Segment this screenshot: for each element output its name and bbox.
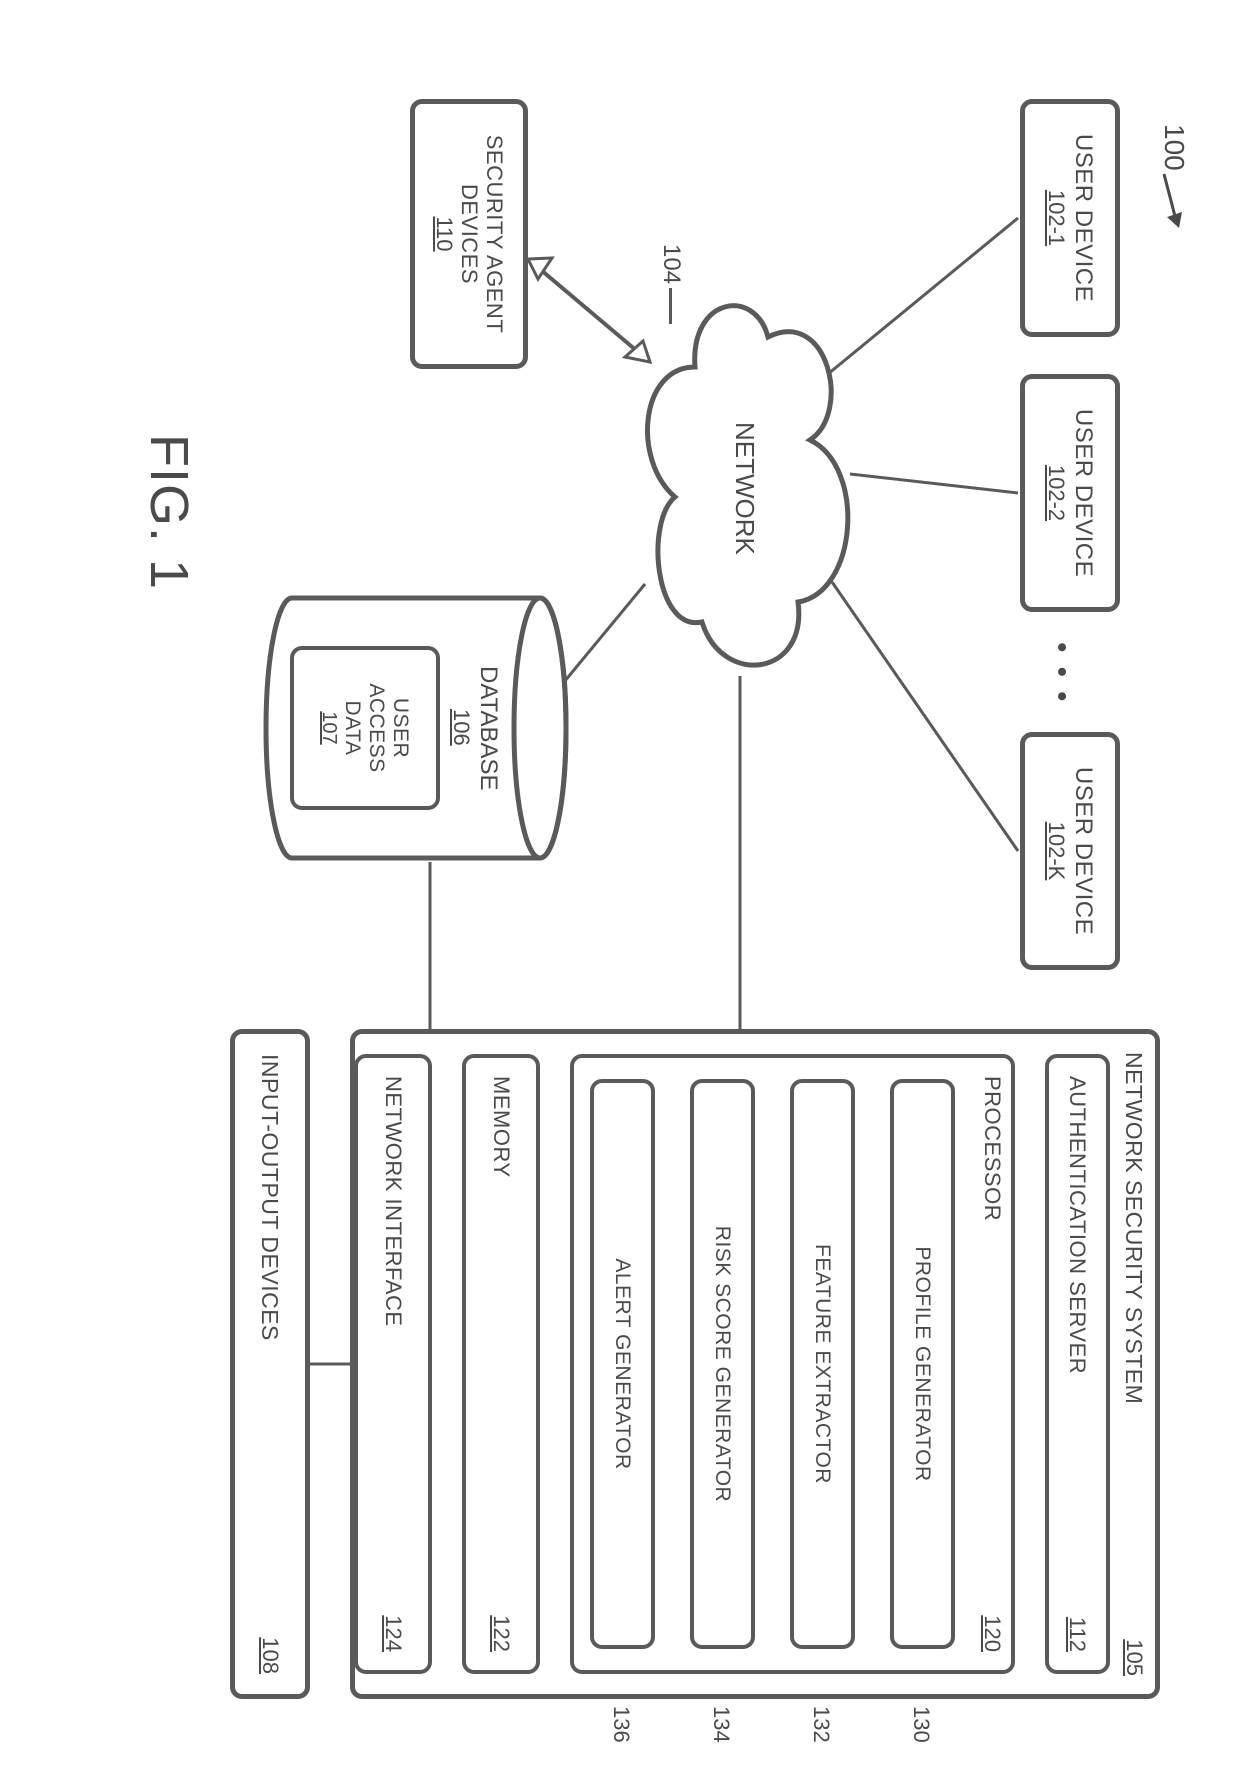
module-feature-extractor: FEATURE EXTRACTOR: [790, 1079, 855, 1649]
m2-label: RISK SCORE GENERATOR: [711, 1226, 735, 1502]
m3-label: ALERT GENERATOR: [611, 1258, 635, 1469]
db-ref: 106: [448, 709, 474, 746]
ellipsis: •••: [1044, 642, 1078, 716]
figure-caption: FIG. 1: [138, 434, 200, 590]
ud1-label: USER DEVICE: [1069, 134, 1097, 302]
ud2-ref: 102-2: [1043, 465, 1069, 521]
udk-ref: 102-K: [1043, 822, 1069, 881]
m1-label: FEATURE EXTRACTOR: [811, 1244, 835, 1484]
sa-label: SECURITY AGENT DEVICES: [457, 110, 508, 358]
uad3: DATA: [341, 701, 365, 756]
module-risk-score-generator: RISK SCORE GENERATOR: [690, 1079, 755, 1649]
uad1: USER: [389, 698, 413, 758]
user-device-2: USER DEVICE 102-2: [1020, 374, 1120, 612]
db-label: DATABASE: [474, 666, 502, 790]
ud2-label: USER DEVICE: [1069, 409, 1097, 577]
io-label: INPUT-OUTPUT DEVICES: [257, 1054, 284, 1341]
ref-arrow-icon: [1142, 172, 1182, 242]
memory-box: MEMORY 122: [462, 1054, 540, 1674]
leader-104: [669, 288, 672, 324]
user-device-1: USER DEVICE 102-1: [1020, 99, 1120, 337]
sa-ref: 110: [431, 216, 457, 251]
figure-container: 100 USER DEVICE 102-1 USER DEVICE 102-2 …: [40, 44, 1200, 1724]
m0-label: PROFILE GENERATOR: [911, 1246, 935, 1481]
auth-ref: 112: [1065, 1617, 1091, 1652]
auth-label: AUTHENTICATION SERVER: [1065, 1076, 1091, 1374]
m1-ref: 132: [808, 1706, 834, 1743]
security-agent: SECURITY AGENT DEVICES 110: [410, 99, 528, 369]
nif-label: NETWORK INTERFACE: [380, 1076, 406, 1327]
auth-server: AUTHENTICATION SERVER 112: [1045, 1054, 1110, 1674]
ud1-ref: 102-1: [1043, 190, 1069, 246]
proc-ref: 120: [979, 1615, 1005, 1652]
m2-ref: 134: [708, 1706, 734, 1743]
uad2: ACCESS: [365, 683, 389, 772]
mem-label: MEMORY: [488, 1076, 514, 1178]
nif-ref: 124: [380, 1615, 406, 1652]
uadr: 107: [318, 711, 341, 744]
network-label2: NETWORK: [729, 422, 760, 555]
proc-title: PROCESSOR 120: [979, 1058, 1011, 1670]
io-devices: INPUT-OUTPUT DEVICES 108: [230, 1029, 310, 1699]
user-device-k: USER DEVICE 102-K: [1020, 732, 1120, 970]
nss-label: NETWORK SECURITY SYSTEM: [1120, 1052, 1147, 1404]
module-alert-generator: ALERT GENERATOR: [590, 1079, 655, 1649]
system-ref-number: 100: [1158, 124, 1190, 171]
m3-ref: 136: [608, 1706, 634, 1743]
netif-box: NETWORK INTERFACE 124: [354, 1054, 432, 1674]
nss-title-row: NETWORK SECURITY SYSTEM 105: [1120, 1034, 1155, 1694]
mem-ref: 122: [488, 1615, 514, 1652]
proc-label: PROCESSOR: [979, 1076, 1005, 1221]
nss-ref: 105: [1120, 1639, 1147, 1676]
io-ref: 108: [257, 1637, 283, 1674]
module-profile-generator: PROFILE GENERATOR: [890, 1079, 955, 1649]
network-ref2: 104: [657, 244, 685, 284]
udk-label: USER DEVICE: [1069, 767, 1097, 935]
m0-ref: 130: [908, 1706, 934, 1743]
user-access-data-box: USER ACCESS DATA 107: [290, 646, 440, 810]
